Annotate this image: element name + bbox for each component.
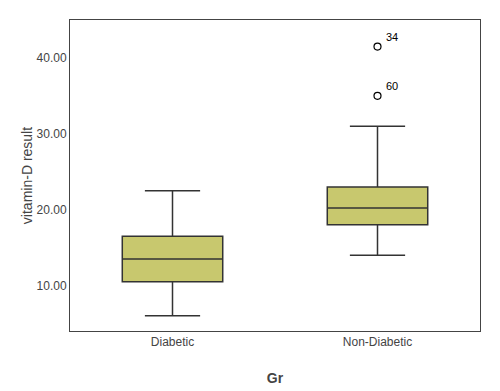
svg-text:20.00: 20.00 <box>37 203 67 217</box>
svg-text:40.00: 40.00 <box>37 51 67 65</box>
svg-text:vitamin-D result: vitamin-D result <box>19 127 35 224</box>
svg-text:Non-Diabetic: Non-Diabetic <box>343 335 412 349</box>
svg-text:10.00: 10.00 <box>37 279 67 293</box>
svg-text:34: 34 <box>386 31 398 43</box>
svg-text:Gr: Gr <box>267 370 284 386</box>
svg-text:60: 60 <box>386 80 398 92</box>
svg-text:Diabetic: Diabetic <box>151 335 194 349</box>
svg-text:30.00: 30.00 <box>37 127 67 141</box>
